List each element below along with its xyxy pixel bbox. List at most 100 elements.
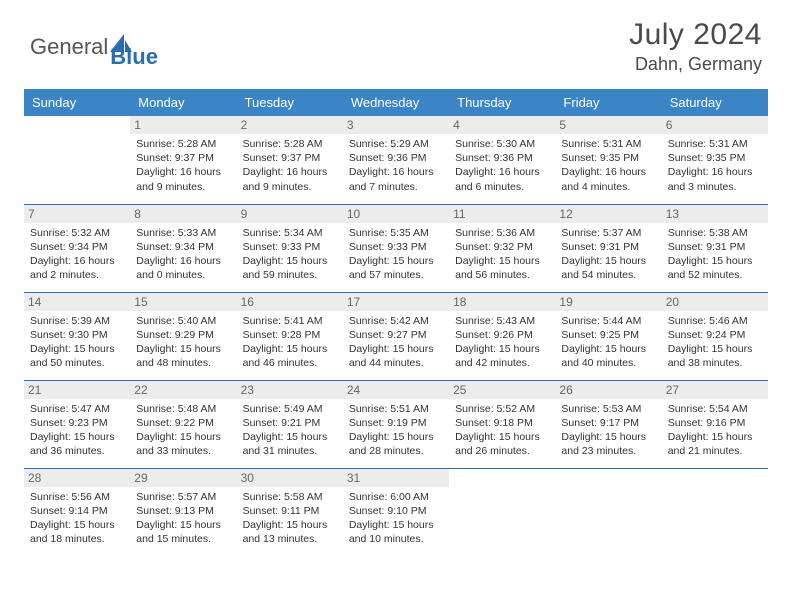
calendar-cell: 16 Sunrise: 5:41 AMSunset: 9:28 PMDayligh…: [237, 292, 343, 380]
calendar-cell: 25 Sunrise: 5:52 AMSunset: 9:18 PMDayligh…: [449, 380, 555, 468]
day-details: Sunrise: 5:31 AMSunset: 9:35 PMDaylight:…: [561, 137, 655, 194]
day-details: Sunrise: 5:51 AMSunset: 9:19 PMDaylight:…: [349, 402, 443, 459]
day-number: 15: [130, 293, 236, 311]
calendar-cell: 1Sunrise: 5:28 AMSunset: 9:37 PMDaylight…: [130, 116, 236, 204]
day-details: Sunrise: 5:29 AMSunset: 9:36 PMDaylight:…: [349, 137, 443, 194]
logo-text-blue: Blue: [110, 44, 158, 70]
day-number: 13: [662, 205, 768, 223]
day-number: 17: [343, 293, 449, 311]
day-details: Sunrise: 5:33 AMSunset: 9:34 PMDaylight:…: [136, 226, 230, 283]
day-header: Monday: [130, 89, 236, 116]
day-number: 30: [237, 469, 343, 487]
day-number: 26: [555, 381, 661, 399]
day-number: 20: [662, 293, 768, 311]
calendar-cell: 4 Sunrise: 5:30 AMSunset: 9:36 PMDaylight…: [449, 116, 555, 204]
day-number: 28: [24, 469, 130, 487]
calendar-cell: 12Sunrise: 5:37 AMSunset: 9:31 PMDayligh…: [555, 204, 661, 292]
day-number: 14: [24, 293, 130, 311]
day-number: 25: [449, 381, 555, 399]
day-number: 29: [130, 469, 236, 487]
day-number: 7: [24, 205, 130, 223]
day-details: Sunrise: 5:30 AMSunset: 9:36 PMDaylight:…: [455, 137, 549, 194]
day-number: 27: [662, 381, 768, 399]
day-details: Sunrise: 5:52 AMSunset: 9:18 PMDaylight:…: [455, 402, 549, 459]
calendar-body: 1Sunrise: 5:28 AMSunset: 9:37 PMDaylight…: [24, 116, 768, 556]
day-header-row: SundayMondayTuesdayWednesdayThursdayFrid…: [24, 89, 768, 116]
day-header: Friday: [555, 89, 661, 116]
location: Dahn, Germany: [629, 54, 762, 75]
day-details: Sunrise: 6:00 AMSunset: 9:10 PMDaylight:…: [349, 490, 443, 547]
calendar-cell: 20 Sunrise: 5:46 AMSunset: 9:24 PMDayligh…: [662, 292, 768, 380]
day-details: Sunrise: 5:28 AMSunset: 9:37 PMDaylight:…: [136, 137, 230, 194]
calendar-cell: 15 Sunrise: 5:40 AMSunset: 9:29 PMDayligh…: [130, 292, 236, 380]
day-details: Sunrise: 5:39 AMSunset: 9:30 PMDaylight:…: [30, 314, 124, 371]
day-header: Wednesday: [343, 89, 449, 116]
day-number: 6: [662, 116, 768, 134]
calendar-row: 28 Sunrise: 5:56 AMSunset: 9:14 PMDayligh…: [24, 468, 768, 556]
calendar-cell: 22 Sunrise: 5:48 AMSunset: 9:22 PMDayligh…: [130, 380, 236, 468]
logo: General Blue: [30, 24, 158, 70]
day-details: Sunrise: 5:42 AMSunset: 9:27 PMDaylight:…: [349, 314, 443, 371]
calendar-cell: 8 Sunrise: 5:33 AMSunset: 9:34 PMDaylight…: [130, 204, 236, 292]
calendar-cell: [24, 116, 130, 204]
calendar-row: 1Sunrise: 5:28 AMSunset: 9:37 PMDaylight…: [24, 116, 768, 204]
day-details: Sunrise: 5:28 AMSunset: 9:37 PMDaylight:…: [243, 137, 337, 194]
day-number: 8: [130, 205, 236, 223]
logo-text-general: General: [30, 34, 108, 60]
day-header: Sunday: [24, 89, 130, 116]
day-number: 5: [555, 116, 661, 134]
day-details: Sunrise: 5:48 AMSunset: 9:22 PMDaylight:…: [136, 402, 230, 459]
day-number: 10: [343, 205, 449, 223]
calendar-cell: 29 Sunrise: 5:57 AMSunset: 9:13 PMDayligh…: [130, 468, 236, 556]
day-details: Sunrise: 5:40 AMSunset: 9:29 PMDaylight:…: [136, 314, 230, 371]
calendar-cell: 14 Sunrise: 5:39 AMSunset: 9:30 PMDayligh…: [24, 292, 130, 380]
calendar-cell: 23 Sunrise: 5:49 AMSunset: 9:21 PMDayligh…: [237, 380, 343, 468]
day-header: Tuesday: [237, 89, 343, 116]
day-details: Sunrise: 5:44 AMSunset: 9:25 PMDaylight:…: [561, 314, 655, 371]
calendar-table: SundayMondayTuesdayWednesdayThursdayFrid…: [24, 89, 768, 556]
day-details: Sunrise: 5:49 AMSunset: 9:21 PMDaylight:…: [243, 402, 337, 459]
day-number: 2: [237, 116, 343, 134]
calendar-row: 21Sunrise: 5:47 AMSunset: 9:23 PMDayligh…: [24, 380, 768, 468]
header: General Blue July 2024 Dahn, Germany: [0, 0, 792, 83]
day-number: 3: [343, 116, 449, 134]
day-number: 4: [449, 116, 555, 134]
calendar-cell: 28 Sunrise: 5:56 AMSunset: 9:14 PMDayligh…: [24, 468, 130, 556]
calendar-cell: [662, 468, 768, 556]
day-details: Sunrise: 5:54 AMSunset: 9:16 PMDaylight:…: [668, 402, 762, 459]
day-header: Saturday: [662, 89, 768, 116]
calendar-row: 14 Sunrise: 5:39 AMSunset: 9:30 PMDayligh…: [24, 292, 768, 380]
calendar-cell: 26 Sunrise: 5:53 AMSunset: 9:17 PMDayligh…: [555, 380, 661, 468]
day-details: Sunrise: 5:41 AMSunset: 9:28 PMDaylight:…: [243, 314, 337, 371]
day-details: Sunrise: 5:36 AMSunset: 9:32 PMDaylight:…: [455, 226, 549, 283]
day-header: Thursday: [449, 89, 555, 116]
day-details: Sunrise: 5:57 AMSunset: 9:13 PMDaylight:…: [136, 490, 230, 547]
day-details: Sunrise: 5:35 AMSunset: 9:33 PMDaylight:…: [349, 226, 443, 283]
calendar-cell: 19 Sunrise: 5:44 AMSunset: 9:25 PMDayligh…: [555, 292, 661, 380]
day-number: 16: [237, 293, 343, 311]
calendar-cell: 2 Sunrise: 5:28 AMSunset: 9:37 PMDaylight…: [237, 116, 343, 204]
calendar-cell: 30Sunrise: 5:58 AMSunset: 9:11 PMDayligh…: [237, 468, 343, 556]
day-number: 22: [130, 381, 236, 399]
day-details: Sunrise: 5:53 AMSunset: 9:17 PMDaylight:…: [561, 402, 655, 459]
calendar-cell: 9Sunrise: 5:34 AMSunset: 9:33 PMDaylight…: [237, 204, 343, 292]
day-number: 23: [237, 381, 343, 399]
calendar-cell: 6Sunrise: 5:31 AMSunset: 9:35 PMDaylight…: [662, 116, 768, 204]
day-details: Sunrise: 5:32 AMSunset: 9:34 PMDaylight:…: [30, 226, 124, 283]
calendar-cell: 11Sunrise: 5:36 AMSunset: 9:32 PMDayligh…: [449, 204, 555, 292]
calendar-cell: 27 Sunrise: 5:54 AMSunset: 9:16 PMDayligh…: [662, 380, 768, 468]
calendar-cell: 21Sunrise: 5:47 AMSunset: 9:23 PMDayligh…: [24, 380, 130, 468]
day-details: Sunrise: 5:56 AMSunset: 9:14 PMDaylight:…: [30, 490, 124, 547]
day-details: Sunrise: 5:34 AMSunset: 9:33 PMDaylight:…: [243, 226, 337, 283]
day-number: 31: [343, 469, 449, 487]
day-number: 19: [555, 293, 661, 311]
calendar-row: 7 Sunrise: 5:32 AMSunset: 9:34 PMDaylight…: [24, 204, 768, 292]
day-number: 21: [24, 381, 130, 399]
day-details: Sunrise: 5:37 AMSunset: 9:31 PMDaylight:…: [561, 226, 655, 283]
day-details: Sunrise: 5:46 AMSunset: 9:24 PMDaylight:…: [668, 314, 762, 371]
calendar-cell: [555, 468, 661, 556]
calendar-cell: 13Sunrise: 5:38 AMSunset: 9:31 PMDayligh…: [662, 204, 768, 292]
day-number: 24: [343, 381, 449, 399]
calendar-cell: 18Sunrise: 5:43 AMSunset: 9:26 PMDayligh…: [449, 292, 555, 380]
day-details: Sunrise: 5:43 AMSunset: 9:26 PMDaylight:…: [455, 314, 549, 371]
